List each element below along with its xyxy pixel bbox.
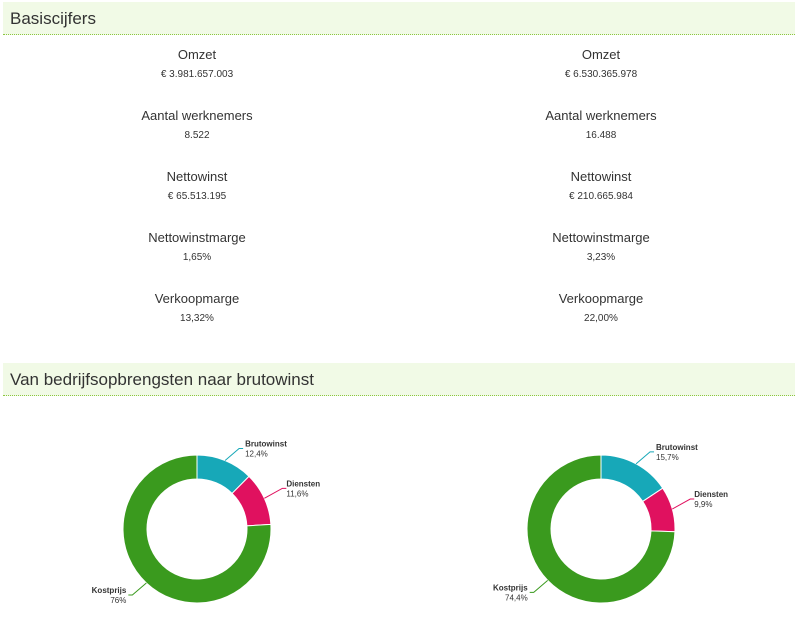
metric-omzet: Omzet € 3.981.657.003: [47, 47, 347, 81]
label-connector: [635, 451, 655, 465]
label-connector: [128, 582, 147, 596]
metric-value: 13,32%: [180, 313, 214, 324]
brutowinst-title: Van bedrijfsopbrengsten naar brutowinst: [10, 370, 314, 389]
metric-value: 22,00%: [584, 313, 618, 324]
slice-label-name: Kostprijs: [92, 586, 127, 595]
metric-label: Omzet: [177, 47, 217, 62]
metric-label: Nettowinstmarge: [552, 230, 650, 245]
metric-label: Nettowinst: [166, 169, 228, 184]
metric-value: 3,23%: [586, 252, 616, 263]
metric-label: Aantal werknemers: [141, 108, 253, 123]
basiscijfers-header: Basiscijfers: [3, 2, 795, 35]
slice-label-value: 9,9%: [694, 500, 712, 509]
slice-label-value: 76%: [110, 596, 126, 605]
slice-label-name: Kostprijs: [493, 583, 528, 592]
label-connector: [672, 498, 695, 510]
metric-nettowinst: Nettowinst € 210.665.984: [451, 169, 751, 203]
slice-label-value: 74,4%: [505, 593, 528, 602]
metric-label: Verkoopmarge: [558, 291, 644, 306]
donut-chart-right: Brutowinst 15,7% Diensten 9,9% Kostprijs 74,4…: [451, 415, 751, 625]
metric-verkoopmarge: Verkoopmarge 22,00%: [451, 291, 751, 325]
label-connector: [529, 579, 549, 593]
slice-label-name: Diensten: [286, 479, 320, 488]
metric-value: 1,65%: [182, 252, 212, 263]
slice-kostprijs[interactable]: [122, 454, 272, 604]
brutowinst-header: Van bedrijfsopbrengsten naar brutowinst: [3, 363, 795, 396]
metric-value: € 3.981.657.003: [160, 69, 234, 80]
slice-label-value: 12,4%: [245, 450, 268, 459]
slice-label-name: Brutowinst: [245, 440, 287, 449]
slice-label-value: 15,7%: [656, 453, 679, 462]
metric-aantal-werknemers: Aantal werknemers 16.488: [451, 108, 751, 142]
metric-value: 16.488: [585, 130, 617, 141]
metric-value: € 6.530.365.978: [564, 69, 638, 80]
basiscijfers-title: Basiscijfers: [10, 9, 96, 28]
donut-chart-left: Brutowinst 12,4% Diensten 11,6% Kostprijs 76%: [47, 415, 347, 625]
metric-value: € 65.513.195: [167, 191, 227, 202]
metric-label: Omzet: [581, 47, 621, 62]
slice-label-name: Brutowinst: [656, 443, 698, 452]
metric-value: € 210.665.984: [569, 191, 633, 202]
metric-label: Nettowinst: [570, 169, 632, 184]
slice-kostprijs[interactable]: [526, 454, 676, 604]
slice-label-name: Diensten: [694, 490, 728, 499]
metric-nettowinstmarge: Nettowinstmarge 1,65%: [47, 230, 347, 264]
label-connector: [224, 448, 244, 461]
metric-value: 8.522: [184, 130, 210, 141]
metric-nettowinst: Nettowinst € 65.513.195: [47, 169, 347, 203]
slice-label-value: 11,6%: [286, 489, 308, 498]
metric-aantal-werknemers: Aantal werknemers 8.522: [47, 108, 347, 142]
metric-label: Verkoopmarge: [154, 291, 240, 306]
metric-label: Aantal werknemers: [545, 108, 657, 123]
metric-nettowinstmarge: Nettowinstmarge 3,23%: [451, 230, 751, 264]
metric-verkoopmarge: Verkoopmarge 13,32%: [47, 291, 347, 325]
label-connector: [264, 487, 287, 499]
metric-label: Nettowinstmarge: [148, 230, 246, 245]
metric-omzet: Omzet € 6.530.365.978: [451, 47, 751, 81]
